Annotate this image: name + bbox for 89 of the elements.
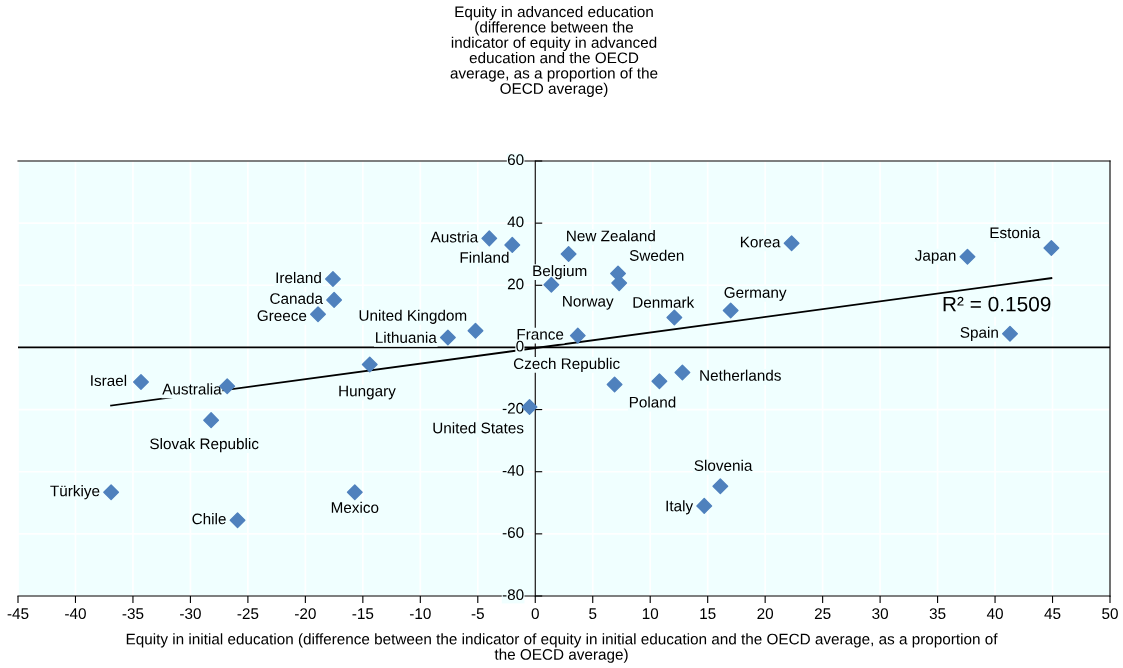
annotation: Chile [192, 513, 226, 525]
x-tick-label: 20 [757, 608, 774, 620]
y-axis-title: Equity in advanced education (difference between the indicator of equity in advanced education and the OECD average, as a proportion of the OECD average) [450, 6, 658, 97]
x-tick-label: 25 [814, 608, 831, 620]
annotation: Türkiye [50, 485, 100, 500]
annotation: Norway [563, 296, 614, 310]
annotation: Australia [162, 383, 222, 395]
x-tick-label: 5 [589, 608, 597, 620]
x-tick-label: -35 [122, 608, 144, 620]
annotation: Spain [960, 326, 998, 341]
y-tick-label: -80 [502, 589, 524, 601]
annotation: Slovak Republic [150, 438, 259, 453]
annotation: Mexico [331, 501, 379, 513]
annotation: Lithuania [376, 331, 437, 343]
x-tick-label: -30 [180, 608, 201, 620]
point [606, 376, 623, 393]
annotation: R² = 0.1509 [943, 296, 1051, 312]
annotation: Czech Republic [513, 357, 620, 373]
point [326, 291, 343, 308]
point [133, 373, 149, 390]
x-tick-label: 30 [872, 608, 889, 620]
x-tick-label: -15 [352, 608, 374, 620]
point [1002, 325, 1018, 342]
y-tick-label: -20 [502, 402, 524, 414]
x-tick-label: 50 [1102, 608, 1118, 620]
x-tick-label: 15 [700, 608, 716, 620]
x-tick-label: -5 [471, 608, 484, 620]
annotation: Sweden [629, 249, 684, 261]
point [467, 322, 484, 339]
point [346, 484, 363, 501]
point [959, 248, 976, 265]
point [696, 497, 713, 514]
annotation: Belgium [533, 265, 587, 280]
point [712, 478, 729, 495]
point [203, 412, 220, 429]
annotation: Estonia [990, 226, 1041, 239]
x-tick-label: -25 [237, 608, 259, 620]
annotation: Japan [914, 250, 956, 264]
x-tick-label: -40 [65, 608, 86, 620]
annotation: United Kingdom [359, 309, 467, 324]
annotation: Canada [270, 292, 323, 304]
point [651, 373, 668, 390]
point [783, 235, 800, 252]
point [324, 271, 341, 288]
x-tick-label: -45 [7, 608, 29, 620]
point [569, 327, 586, 344]
point [481, 230, 498, 247]
x-tick-label: 45 [1044, 608, 1061, 620]
point [611, 275, 628, 292]
y-tick-label: 60 [507, 154, 524, 166]
point [310, 306, 326, 323]
annotation: Israel [91, 374, 127, 387]
y-tick-label: 20 [507, 278, 524, 290]
point [361, 356, 378, 373]
point [103, 484, 120, 501]
point [229, 512, 246, 529]
y-tick-label: -40 [502, 465, 524, 476]
y-tick-label: 40 [507, 216, 524, 228]
annotation: France [517, 329, 564, 340]
x-tick-label: 10 [642, 608, 659, 620]
annotation: Austria [430, 231, 479, 243]
x-tick-label: -20 [295, 608, 316, 620]
point [666, 309, 683, 326]
point [722, 302, 739, 319]
annotation: Korea [740, 236, 781, 248]
point [1043, 240, 1060, 256]
annotation: Ireland [276, 271, 321, 284]
annotation: Hungary [339, 385, 396, 400]
x-tick-label: 0 [531, 608, 539, 620]
x-tick-label: -10 [409, 608, 431, 620]
point [674, 364, 691, 381]
y-tick-label: -60 [502, 527, 524, 538]
y-tick-label: 0 [516, 340, 524, 352]
x-tick-label: 35 [929, 608, 946, 620]
point [560, 245, 577, 262]
annotation: Slovenia [694, 459, 753, 471]
annotation: United States [433, 422, 524, 434]
point [439, 329, 456, 346]
annotation: Poland [629, 396, 676, 408]
annotation: Italy [666, 500, 694, 515]
point [504, 236, 521, 253]
x-axis-title: Equity in initial education (difference between the indicator of equity in initial education and the OECD average, as a proportion of the OECD average) [126, 633, 998, 663]
annotation: Finland [460, 251, 509, 263]
annotation: Greece [257, 310, 307, 322]
annotation: Netherlands [700, 369, 781, 381]
x-tick-label: 40 [986, 608, 1003, 620]
annotation: Denmark [633, 296, 695, 308]
annotation: New Zealand [567, 230, 655, 242]
annotation: Germany [724, 287, 787, 301]
